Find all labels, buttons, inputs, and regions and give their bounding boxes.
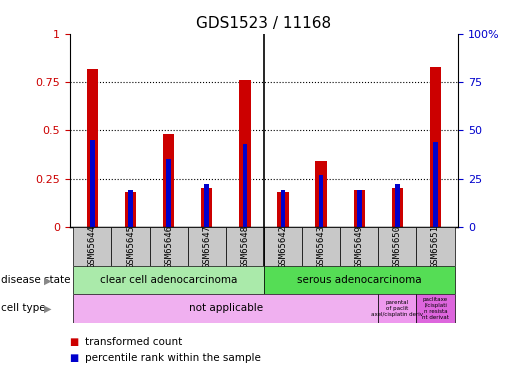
Bar — [149, 227, 187, 266]
Bar — [277, 192, 289, 227]
Text: GSM65650: GSM65650 — [393, 225, 402, 268]
Bar — [90, 140, 95, 227]
Bar — [73, 266, 264, 294]
Text: GSM65648: GSM65648 — [241, 225, 249, 268]
Bar — [302, 227, 340, 266]
Bar — [433, 142, 438, 227]
Text: GSM65651: GSM65651 — [431, 225, 440, 268]
Bar — [281, 190, 285, 227]
Bar — [73, 227, 111, 266]
Text: serous adenocarcinoma: serous adenocarcinoma — [297, 275, 422, 285]
Text: GSM65646: GSM65646 — [164, 225, 173, 268]
Bar — [379, 227, 417, 266]
Bar — [226, 227, 264, 266]
Bar — [204, 184, 209, 227]
Bar — [417, 294, 455, 322]
Text: clear cell adenocarcinoma: clear cell adenocarcinoma — [100, 275, 237, 285]
Bar — [391, 188, 403, 227]
Text: parental
of paclit
axel/cisplatin deriv: parental of paclit axel/cisplatin deriv — [371, 300, 423, 317]
Bar — [87, 69, 98, 227]
Text: cell type: cell type — [1, 303, 45, 313]
Bar — [163, 134, 175, 227]
Bar — [73, 294, 379, 322]
Text: disease state: disease state — [1, 275, 70, 285]
Text: GSM65643: GSM65643 — [317, 225, 325, 268]
Text: ■: ■ — [70, 337, 79, 347]
Bar — [417, 227, 455, 266]
Bar — [357, 190, 362, 227]
Text: GSM65647: GSM65647 — [202, 225, 211, 268]
Bar — [187, 227, 226, 266]
Bar — [379, 294, 417, 322]
Text: ▶: ▶ — [44, 275, 52, 285]
Bar — [340, 227, 379, 266]
Bar — [353, 190, 365, 227]
Text: paclitaxe
l/cisplati
n resista
nt derivat: paclitaxe l/cisplati n resista nt deriva… — [422, 297, 449, 320]
Title: GDS1523 / 11168: GDS1523 / 11168 — [196, 16, 332, 31]
Text: GSM65645: GSM65645 — [126, 225, 135, 268]
Bar — [128, 190, 133, 227]
Text: ▶: ▶ — [44, 303, 52, 313]
Text: percentile rank within the sample: percentile rank within the sample — [85, 353, 261, 363]
Bar — [264, 266, 455, 294]
Text: GSM65649: GSM65649 — [355, 225, 364, 268]
Text: GSM65644: GSM65644 — [88, 225, 97, 268]
Bar — [201, 188, 213, 227]
Text: transformed count: transformed count — [85, 337, 182, 347]
Bar — [264, 227, 302, 266]
Text: not applicable: not applicable — [189, 303, 263, 313]
Bar — [319, 175, 323, 227]
Bar — [166, 159, 171, 227]
Bar — [315, 161, 327, 227]
Text: ■: ■ — [70, 353, 79, 363]
Bar — [243, 144, 247, 227]
Bar — [395, 184, 400, 227]
Bar — [430, 67, 441, 227]
Bar — [125, 192, 136, 227]
Text: GSM65642: GSM65642 — [279, 225, 287, 268]
Bar — [111, 227, 149, 266]
Bar — [239, 80, 251, 227]
